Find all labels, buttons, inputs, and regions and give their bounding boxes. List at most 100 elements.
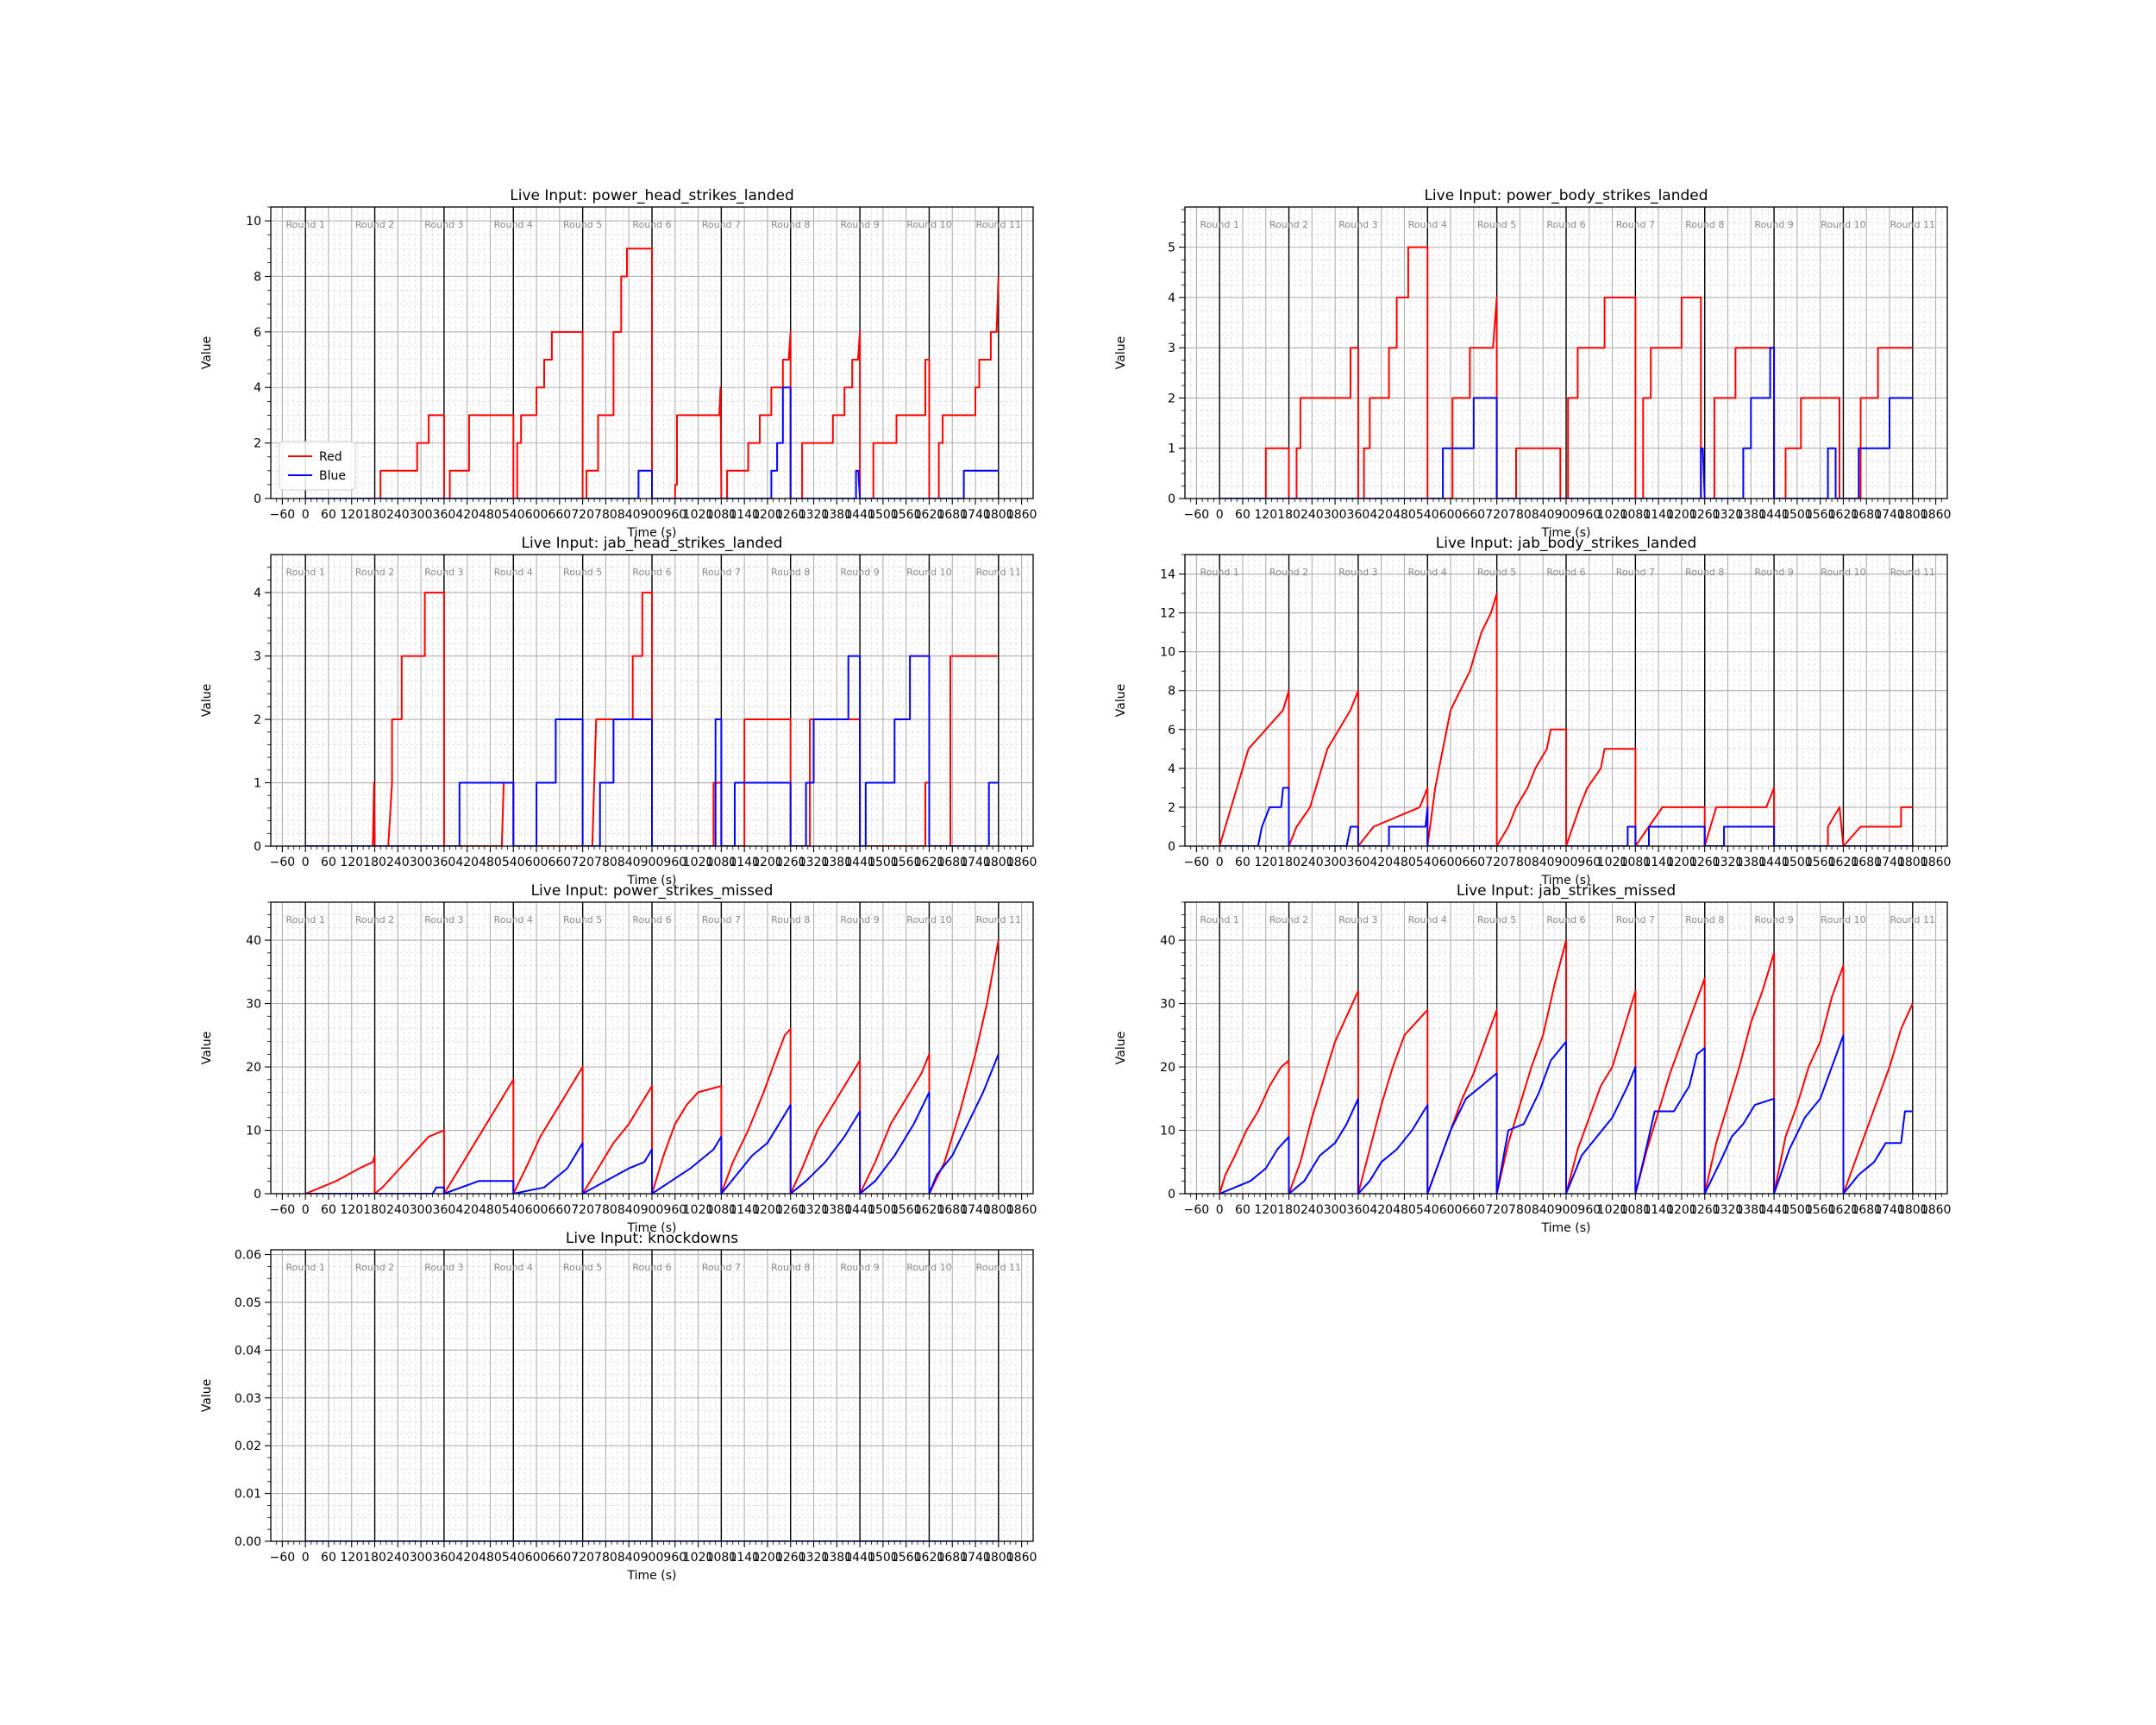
y-tick-label: 4 [1168, 762, 1175, 776]
round-label: Round 8 [1685, 914, 1724, 925]
x-tick-label: 1140 [1643, 1203, 1674, 1217]
x-tick-label: 1800 [983, 508, 1014, 522]
x-tick-label: 1440 [844, 1551, 875, 1565]
y-tick-label: 30 [1160, 998, 1175, 1012]
round-label: Round 10 [906, 219, 951, 230]
x-tick-label: 1440 [1758, 856, 1789, 869]
x-tick-label: 1680 [937, 1551, 968, 1565]
x-tick-label: 1320 [799, 1551, 830, 1565]
plot-frame [270, 206, 1034, 499]
y-axis-label: Value [200, 684, 214, 717]
x-tick-label: 1740 [1874, 1203, 1905, 1217]
y-tick-label: 2 [254, 437, 261, 451]
round-label: Round 11 [1890, 567, 1935, 578]
x-tick-label: 0 [302, 1203, 310, 1217]
y-axis-label: Value [1114, 1032, 1128, 1064]
round-label: Round 6 [1546, 567, 1585, 578]
x-tick-label: 1020 [1597, 1203, 1628, 1217]
x-tick-label: −60 [1184, 1203, 1210, 1217]
round-label: Round 3 [424, 567, 463, 578]
round-label: Round 2 [1269, 219, 1308, 230]
round-label: Round 9 [1754, 914, 1793, 925]
x-tick-label: 1440 [844, 508, 875, 522]
round-label: Round 4 [494, 567, 533, 578]
x-tick-label: 120 [340, 1551, 363, 1565]
x-tick-label: 1860 [1921, 1203, 1952, 1217]
series-group [305, 248, 1000, 499]
round-label: Round 10 [906, 567, 951, 578]
legend-label-blue: Blue [319, 469, 346, 483]
round-label: Round 4 [494, 219, 533, 230]
x-tick-label: 1140 [1643, 508, 1674, 522]
x-tick-label: 1680 [1851, 508, 1882, 522]
x-tick-label: 420 [1369, 508, 1393, 522]
x-tick-label: 240 [1300, 508, 1324, 522]
y-tick-label: 0.04 [235, 1344, 261, 1358]
x-tick-label: 540 [1416, 508, 1439, 522]
round-label: Round 1 [286, 219, 325, 230]
x-tick-label: 480 [1393, 856, 1416, 869]
x-tick-label: 180 [363, 1551, 386, 1565]
x-tick-label: 1800 [983, 856, 1014, 869]
round-label: Round 2 [1269, 567, 1308, 578]
x-tick-label: 1800 [1897, 1203, 1928, 1217]
x-tick-label: 600 [525, 1551, 548, 1565]
round-label: Round 3 [424, 914, 463, 925]
y-tick-label: 2 [1168, 801, 1175, 815]
x-tick-label: 1380 [1735, 856, 1766, 869]
x-axis-label: Time (s) [1541, 874, 1591, 888]
round-label: Round 9 [840, 567, 879, 578]
x-tick-label: 240 [386, 508, 410, 522]
round-label: Round 2 [355, 1262, 394, 1273]
round-label: Round 11 [976, 914, 1021, 925]
y-tick-label: 6 [1168, 724, 1175, 737]
y-tick-label: 30 [246, 998, 261, 1012]
series-group [305, 592, 999, 846]
x-tick-label: 360 [433, 1551, 456, 1565]
x-tick-label: 720 [1485, 856, 1508, 869]
x-tick-label: 1800 [1897, 508, 1928, 522]
x-tick-label: 660 [548, 508, 571, 522]
x-tick-label: 1260 [775, 856, 806, 869]
x-tick-label: 360 [1347, 856, 1370, 869]
x-tick-label: −60 [270, 508, 296, 522]
round-label: Round 11 [976, 219, 1021, 230]
y-axis-label: Value [1114, 684, 1128, 717]
x-tick-label: 1560 [891, 1203, 922, 1217]
round-label: Round 3 [1338, 567, 1377, 578]
x-tick-label: 900 [641, 508, 664, 522]
round-label: Round 8 [771, 219, 810, 230]
x-tick-label: 360 [433, 1203, 456, 1217]
round-label: Round 7 [702, 219, 741, 230]
x-tick-label: 180 [1277, 856, 1300, 869]
y-tick-label: 2 [254, 713, 261, 727]
x-tick-label: 60 [321, 508, 336, 522]
x-tick-label: 780 [1508, 856, 1532, 869]
x-tick-label: 660 [1462, 508, 1485, 522]
round-label: Round 7 [1616, 914, 1655, 925]
y-axis-label: Value [200, 1379, 214, 1412]
x-tick-label: 1260 [775, 508, 806, 522]
x-tick-label: 60 [321, 856, 336, 869]
x-tick-label: 1200 [1666, 856, 1697, 869]
y-tick-label: 8 [254, 270, 261, 284]
x-tick-label: 1440 [844, 1203, 875, 1217]
x-tick-label: 1020 [1597, 856, 1628, 869]
x-tick-label: 300 [1324, 508, 1347, 522]
round-label: Round 5 [563, 567, 602, 578]
round-label: Round 1 [286, 914, 325, 925]
chart-panel-7: −60 0 60 120 180 240 300 360 420 480 540 600 660 720 7… [200, 1230, 1037, 1583]
x-tick-label: 1020 [683, 856, 714, 869]
plot-frame [270, 901, 1034, 1195]
round-label: Round 9 [840, 914, 879, 925]
chart-title: Live Input: jab_body_strikes_landed [1436, 535, 1697, 552]
round-label: Round 9 [1754, 219, 1793, 230]
x-tick-label: 1620 [1828, 508, 1859, 522]
x-tick-label: 1080 [1620, 856, 1651, 869]
y-tick-label: 0 [1168, 1188, 1175, 1201]
x-tick-label: 1320 [799, 856, 830, 869]
x-tick-label: 1260 [1689, 1203, 1720, 1217]
round-label: Round 10 [1821, 219, 1865, 230]
x-axis-label: Time (s) [627, 874, 677, 888]
